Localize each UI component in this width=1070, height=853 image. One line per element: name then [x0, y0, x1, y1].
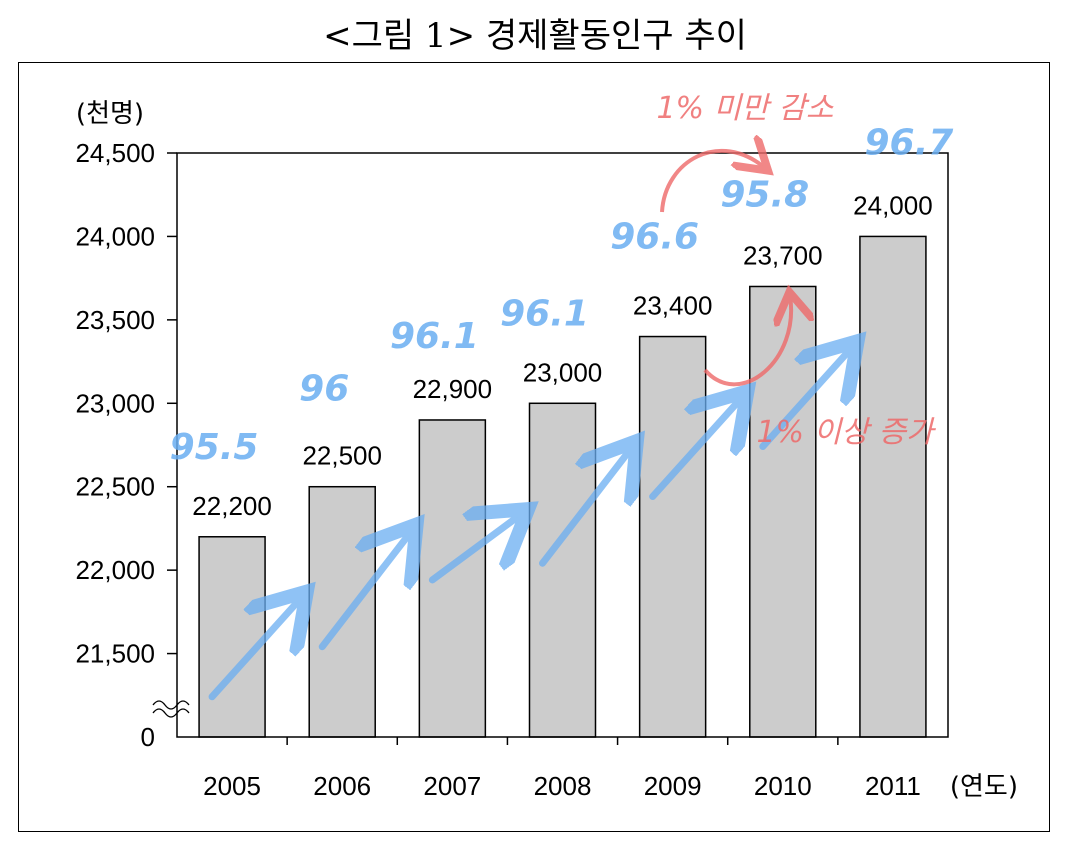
bar-2011: [859, 235, 927, 738]
data-label-2007: 22,900: [413, 374, 493, 404]
trend-arrow: [318, 530, 412, 651]
handwritten-ratio-2005: 95.5: [170, 427, 259, 468]
data-label-2005: 22,200: [192, 491, 272, 521]
x-tick-label-2005: 2005: [203, 771, 261, 801]
y-tick-label: 21,500: [75, 639, 155, 669]
trend-arrow: [539, 447, 633, 567]
bar-2008: [528, 402, 597, 738]
x-tick-label-2006: 2006: [313, 771, 371, 801]
y-origin-label: 0: [141, 722, 155, 752]
y-axis-unit-label: (천명): [76, 99, 144, 129]
note-increase: 1% 이상 증가: [756, 415, 936, 450]
trend-arrow: [428, 513, 522, 584]
x-tick-label-2007: 2007: [423, 771, 481, 801]
handwritten-ratio-2008: 96.1: [500, 293, 589, 334]
x-tick-label-2010: 2010: [754, 771, 812, 801]
increase-arrow: [703, 296, 791, 387]
trend-arrow: [208, 597, 302, 701]
data-label-2006: 22,500: [302, 441, 382, 471]
x-tick-label-2009: 2009: [644, 771, 702, 801]
trend-arrow: [759, 346, 853, 450]
y-tick-label: 24,500: [75, 138, 155, 168]
data-label-2008: 23,000: [523, 357, 603, 387]
bar-2010: [749, 285, 817, 738]
data-label-2011: 24,000: [853, 190, 933, 220]
handwritten-ratio-2009: 96.6: [610, 217, 699, 258]
x-tick-label-2008: 2008: [534, 771, 592, 801]
handwritten-ratio-2010: 95.8: [720, 174, 809, 215]
trend-arrow: [649, 396, 743, 501]
chart-frame: [18, 62, 1050, 832]
x-tick-label-2011: 2011: [865, 771, 921, 801]
note-decrease: 1% 미만 감소: [656, 91, 833, 126]
y-tick-label: 23,000: [75, 388, 155, 418]
bar-2009: [638, 335, 707, 738]
chart-title: <그림 1> 경제활동인구 추이: [323, 16, 747, 56]
handwritten-ratio-2006: 96: [299, 369, 349, 410]
handwritten-ratio-2007: 96.1: [390, 316, 479, 357]
axis-break-mark: [152, 708, 190, 718]
x-axis-unit-label: (연도): [950, 772, 1018, 802]
y-tick-label: 22,500: [75, 472, 155, 502]
bar-2006: [308, 485, 376, 738]
data-label-2009: 23,400: [633, 291, 713, 321]
plot-area: [176, 152, 949, 738]
bar-2005: [198, 536, 266, 738]
y-tick-label: 24,000: [75, 221, 155, 251]
decrease-arrow: [660, 151, 765, 213]
handwritten-ratio-2011: 96.7: [865, 122, 954, 163]
y-tick-label: 22,000: [75, 555, 155, 585]
data-label-2010: 23,700: [743, 240, 823, 270]
y-tick-label: 23,500: [75, 305, 155, 335]
axis-break-mark: [152, 700, 190, 710]
